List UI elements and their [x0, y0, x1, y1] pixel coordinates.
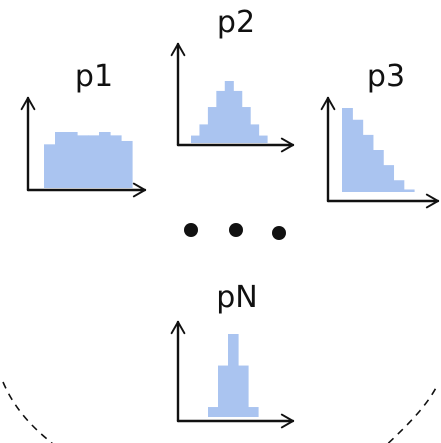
histogram-bar-p2 [191, 135, 201, 143]
histogram-bar-p1 [121, 140, 133, 188]
ellipsis-dot [272, 226, 286, 240]
histogram-bar-p1 [88, 135, 100, 188]
histogram-bar-p3 [362, 134, 374, 192]
histogram-bar-p2 [241, 107, 251, 143]
plot-label-p3: p3 [367, 59, 405, 94]
histogram-bar-p1 [66, 132, 78, 188]
histogram-bar-p1 [44, 144, 56, 188]
histogram-bars-p2 [191, 81, 268, 143]
histogram-bar-p3 [393, 180, 405, 192]
plot-label-p2: p2 [217, 5, 255, 40]
histogram-bar-p2 [199, 124, 209, 143]
plot-label-p1: p1 [75, 59, 113, 94]
histogram-bar-p2 [258, 135, 268, 143]
histogram-bars-p3 [342, 108, 415, 192]
histogram-bar-p1 [99, 132, 111, 188]
histogram-bar-p1 [110, 135, 122, 188]
histogram-bar-pN [248, 407, 259, 417]
ellipsis-dot [229, 223, 243, 237]
histogram-bar-p2 [224, 81, 234, 143]
histogram-bar-p1 [77, 135, 89, 188]
histogram-bar-p3 [352, 119, 364, 192]
histogram-bar-p2 [216, 90, 226, 143]
histogram-bar-pN [238, 365, 249, 417]
histogram-bar-p1 [55, 132, 67, 188]
histogram-plot-p3: p3 [320, 59, 440, 209]
histogram-bar-pN [208, 407, 219, 417]
histogram-bar-p3 [383, 165, 395, 192]
histogram-bar-p3 [403, 189, 415, 192]
histogram-bar-p2 [250, 124, 260, 143]
histogram-bars-p1 [44, 132, 133, 188]
histogram-bar-pN [218, 365, 229, 417]
histogram-bar-p2 [233, 90, 243, 143]
ellipsis-icon [184, 223, 286, 240]
histogram-bar-p3 [372, 150, 384, 192]
histogram-plot-p2: p2 [170, 5, 295, 153]
histogram-bar-pN [228, 334, 239, 417]
histogram-bar-p3 [342, 108, 353, 192]
dashed-boundary-arc [2, 381, 439, 443]
ellipsis-dot [184, 223, 198, 237]
histogram-bars-pN [208, 334, 259, 417]
histogram-plot-pN: pN [170, 280, 295, 429]
histogram-plot-p1: p1 [20, 59, 147, 198]
histogram-bar-p2 [207, 107, 217, 143]
plot-label-pN: pN [216, 280, 257, 315]
